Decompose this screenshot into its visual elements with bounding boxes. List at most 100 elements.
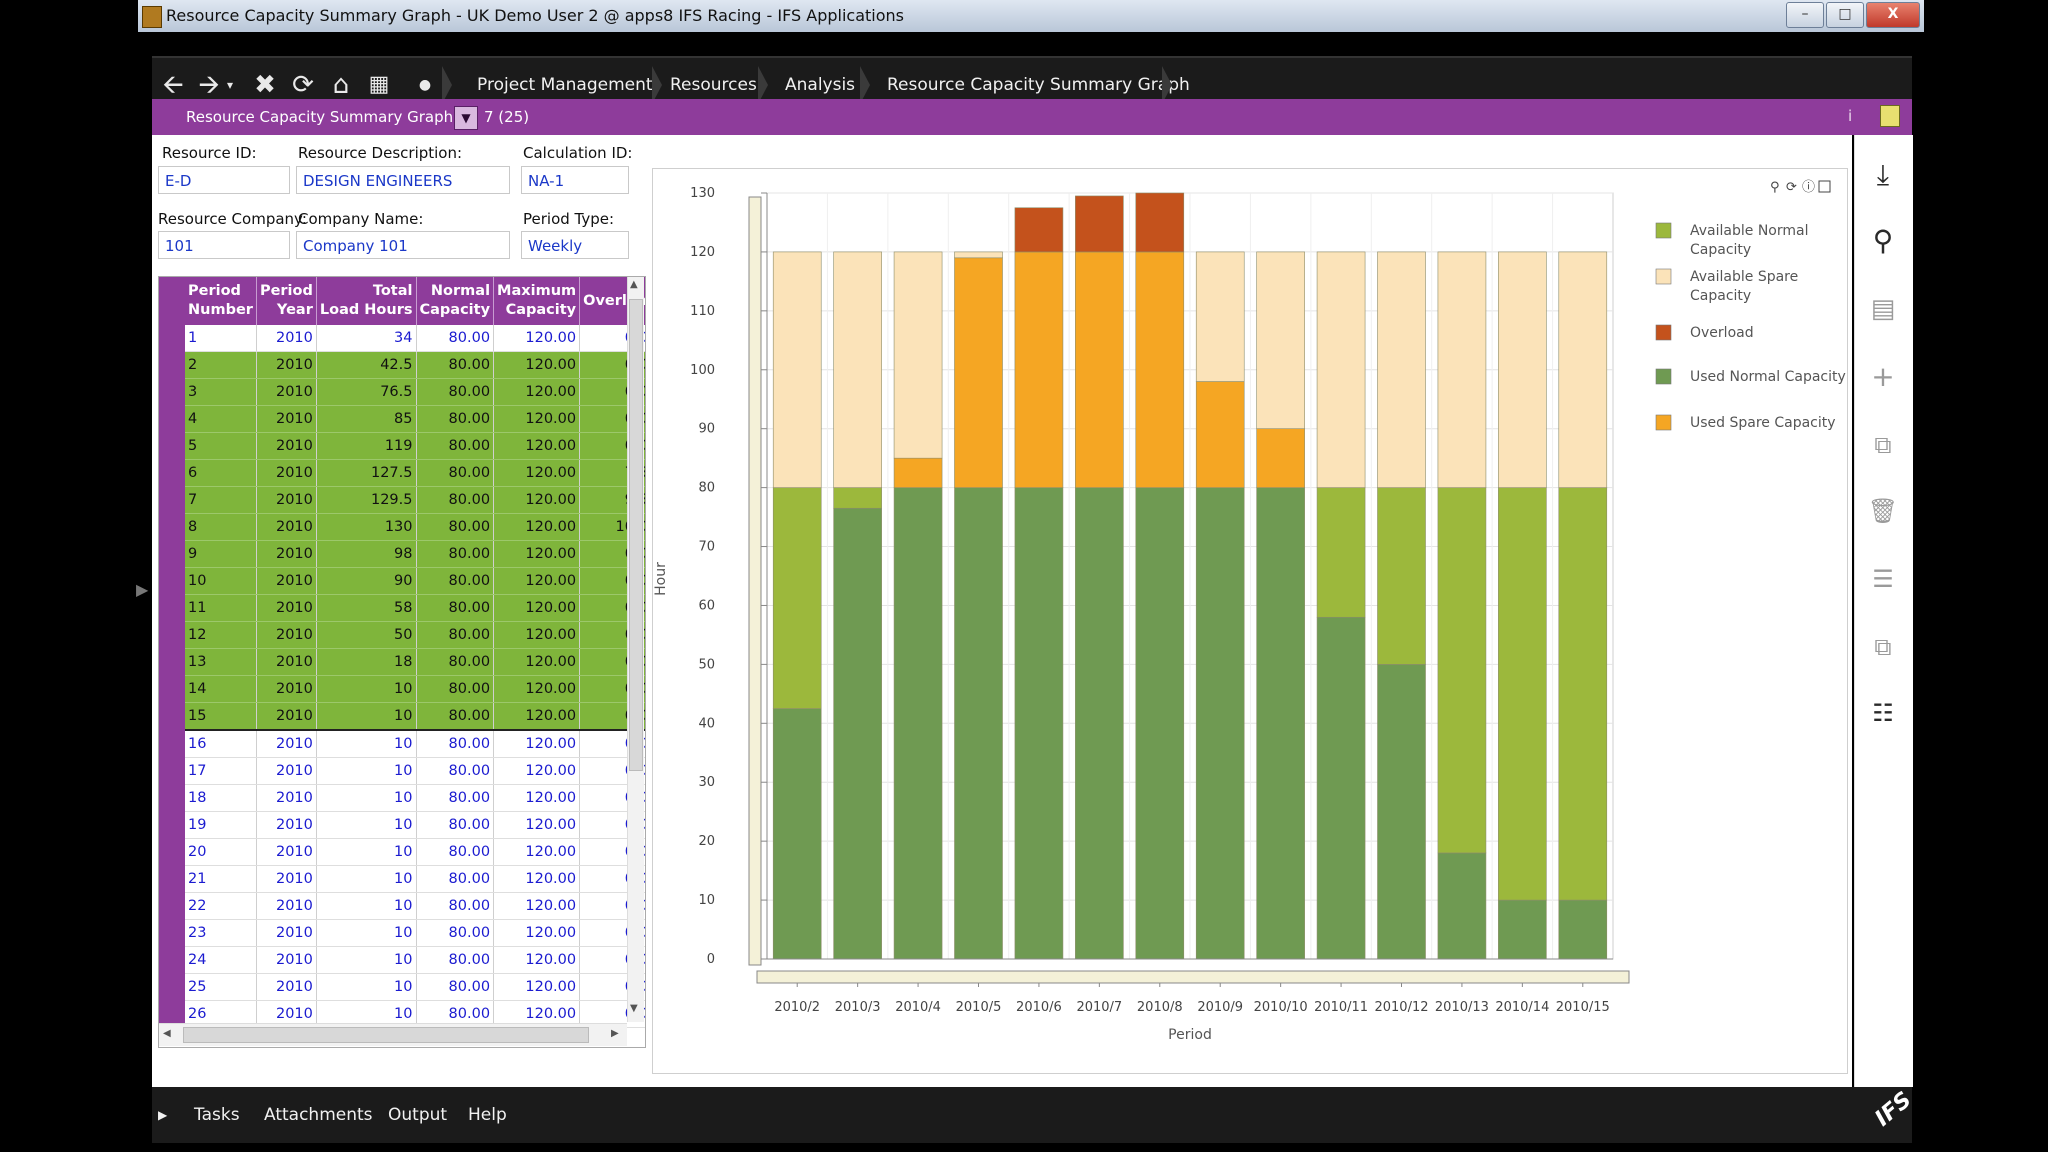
expand-icon[interactable]: ⧉ bbox=[1874, 633, 1892, 661]
table-cell[interactable]: 2010 bbox=[256, 432, 317, 460]
table-cell[interactable]: 120.00 bbox=[493, 730, 581, 758]
table-cell[interactable]: 18 bbox=[316, 648, 417, 676]
table-cell[interactable]: 7 bbox=[185, 486, 257, 514]
table-cell[interactable]: 98 bbox=[316, 540, 417, 568]
table-cell[interactable]: 18 bbox=[185, 784, 257, 812]
table-cell[interactable]: 120.00 bbox=[493, 594, 581, 622]
table-cell[interactable]: 80.00 bbox=[416, 919, 495, 947]
column-header[interactable]: Normal Capacity bbox=[416, 277, 495, 325]
table-cell[interactable]: 13 bbox=[185, 648, 257, 676]
table-cell[interactable]: 23 bbox=[185, 919, 257, 947]
scroll-left-icon[interactable]: ◀ bbox=[163, 1028, 171, 1039]
company-name-field[interactable]: Company 101 bbox=[296, 231, 510, 259]
table-cell[interactable]: 2010 bbox=[256, 946, 317, 974]
table-cell[interactable]: 10 bbox=[316, 946, 417, 974]
table-cell[interactable]: 2010 bbox=[256, 486, 317, 514]
table-cell[interactable]: 80.00 bbox=[416, 946, 495, 974]
table-cell[interactable]: 2010 bbox=[256, 594, 317, 622]
table-cell[interactable]: 17 bbox=[185, 757, 257, 785]
table-cell[interactable]: 80.00 bbox=[416, 865, 495, 893]
table-cell[interactable]: 2010 bbox=[256, 675, 317, 703]
table-cell[interactable]: 120.00 bbox=[493, 675, 581, 703]
table-cell[interactable]: 120.00 bbox=[493, 919, 581, 947]
table-cell[interactable]: 80.00 bbox=[416, 757, 495, 785]
table-cell[interactable]: 42.5 bbox=[316, 351, 417, 379]
table-cell[interactable]: 2010 bbox=[256, 784, 317, 812]
close-button[interactable]: X bbox=[1866, 2, 1920, 28]
calculation-id-field[interactable]: NA-1 bbox=[521, 166, 629, 194]
resource-description-field[interactable]: DESIGN ENGINEERS bbox=[296, 166, 510, 194]
table-cell[interactable]: 2010 bbox=[256, 378, 317, 406]
table-cell[interactable]: 2010 bbox=[256, 459, 317, 487]
table-cell[interactable]: 6 bbox=[185, 459, 257, 487]
table-cell[interactable]: 2010 bbox=[256, 730, 317, 758]
apps-grid-icon[interactable]: ▦ bbox=[368, 72, 390, 97]
back-arrow-icon[interactable]: 🡨 bbox=[162, 70, 184, 100]
table-vertical-scrollbar[interactable]: ▲ ▼ bbox=[627, 277, 644, 1022]
table-cell[interactable]: 2010 bbox=[256, 973, 317, 1001]
table-cell[interactable]: 2010 bbox=[256, 325, 317, 352]
table-cell[interactable]: 2010 bbox=[256, 757, 317, 785]
table-cell[interactable]: 2010 bbox=[256, 865, 317, 893]
table-cell[interactable]: 80.00 bbox=[416, 811, 495, 839]
table-cell[interactable]: 3 bbox=[185, 378, 257, 406]
table-cell[interactable]: 2010 bbox=[256, 919, 317, 947]
table-cell[interactable]: 80.00 bbox=[416, 567, 495, 595]
table-cell[interactable]: 80.00 bbox=[416, 513, 495, 541]
table-cell[interactable]: 22 bbox=[185, 892, 257, 920]
table-cell[interactable]: 10 bbox=[316, 730, 417, 758]
table-cell[interactable]: 120.00 bbox=[493, 784, 581, 812]
table-cell[interactable]: 4 bbox=[185, 405, 257, 433]
breadcrumb-project-management[interactable]: Project Management bbox=[477, 75, 653, 95]
scroll-right-icon[interactable]: ▶ bbox=[611, 1028, 619, 1039]
table-cell[interactable]: 90 bbox=[316, 567, 417, 595]
table-cell[interactable]: 80.00 bbox=[416, 675, 495, 703]
table-cell[interactable]: 127.5 bbox=[316, 459, 417, 487]
table-cell[interactable]: 10 bbox=[316, 973, 417, 1001]
table-cell[interactable]: 120.00 bbox=[493, 838, 581, 866]
add-icon[interactable]: + bbox=[1871, 360, 1895, 393]
record-selector-dropdown[interactable]: ▼ bbox=[454, 106, 478, 130]
table-cell[interactable]: 80.00 bbox=[416, 784, 495, 812]
table-cell[interactable]: 10 bbox=[316, 892, 417, 920]
scroll-thumb[interactable] bbox=[629, 299, 643, 771]
table-cell[interactable]: 2010 bbox=[256, 621, 317, 649]
table-cell[interactable]: 9 bbox=[185, 540, 257, 568]
table-cell[interactable]: 20 bbox=[185, 838, 257, 866]
delete-icon[interactable]: 🗑 bbox=[1867, 497, 1899, 525]
table-cell[interactable]: 130 bbox=[316, 513, 417, 541]
table-cell[interactable]: 80.00 bbox=[416, 486, 495, 514]
resource-company-field[interactable]: 101 bbox=[158, 231, 290, 259]
column-header[interactable]: Total Load Hours bbox=[316, 277, 417, 325]
table-cell[interactable]: 80.00 bbox=[416, 540, 495, 568]
info-icon[interactable]: i bbox=[1848, 107, 1853, 125]
table-cell[interactable]: 120.00 bbox=[493, 892, 581, 920]
table-cell[interactable]: 10 bbox=[316, 702, 417, 731]
period-type-field[interactable]: Weekly bbox=[521, 231, 629, 259]
chart-info-icon[interactable]: ⓘ bbox=[1802, 180, 1815, 195]
table-cell[interactable]: 120.00 bbox=[493, 459, 581, 487]
column-header[interactable]: Maximum Capacity bbox=[493, 277, 581, 325]
table-cell[interactable]: 120.00 bbox=[493, 325, 581, 352]
table-cell[interactable]: 25 bbox=[185, 973, 257, 1001]
table-cell[interactable]: 120.00 bbox=[493, 432, 581, 460]
y-axis-zoom-slider[interactable] bbox=[748, 196, 762, 966]
table-cell[interactable]: 2010 bbox=[256, 351, 317, 379]
navigator-dot-icon[interactable]: ● bbox=[418, 77, 432, 93]
table-cell[interactable]: 80.00 bbox=[416, 432, 495, 460]
table-cell[interactable]: 10 bbox=[316, 675, 417, 703]
table-cell[interactable]: 119 bbox=[316, 432, 417, 460]
duplicate-icon[interactable]: ⧉ bbox=[1874, 431, 1892, 459]
